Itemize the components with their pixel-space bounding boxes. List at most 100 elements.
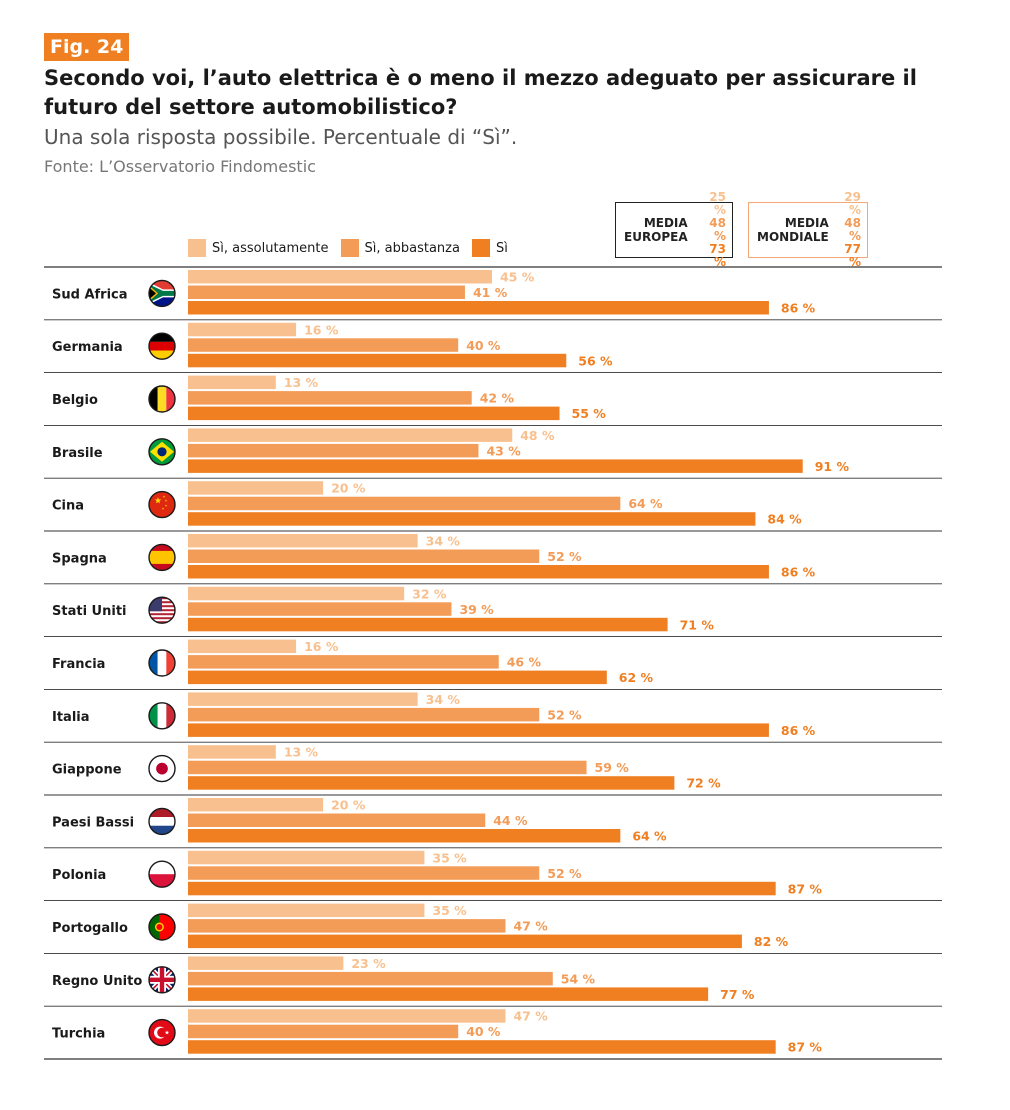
data-label: 91 % (815, 459, 850, 474)
legend-item-medium: Sì, abbastanza (340, 239, 460, 257)
data-label: 48 % (520, 428, 555, 443)
bar-medium (188, 813, 486, 827)
bar-dark (188, 512, 756, 526)
bar-light (188, 270, 492, 284)
bar-light (188, 639, 297, 654)
data-label: 43 % (486, 443, 521, 458)
legend-swatch-dark (471, 239, 490, 257)
bar-medium (188, 338, 459, 352)
data-label: 35 % (432, 850, 467, 865)
data-label: 86 % (781, 565, 816, 580)
data-label: 13 % (284, 745, 319, 760)
data-label: 64 % (628, 496, 663, 511)
bar-light (188, 692, 418, 706)
bar-light (188, 481, 324, 495)
country-label: Giappone (52, 763, 122, 778)
country-label: Portogallo (52, 921, 128, 936)
china-flag-icon (148, 490, 176, 519)
data-label: 23 % (351, 956, 386, 971)
data-label: 35 % (432, 903, 467, 918)
data-label: 54 % (561, 971, 596, 986)
europe-average-label: MEDIA EUROPEA (624, 216, 688, 244)
europe-average-values: 25 % 48 % 73 % (694, 191, 726, 269)
data-label: 39 % (459, 602, 494, 617)
bar-dark (188, 934, 742, 949)
data-label: 40 % (466, 338, 501, 353)
poland-flag-icon (148, 860, 176, 888)
uk-flag-icon (148, 966, 176, 994)
bar-light (188, 903, 425, 918)
data-label: 52 % (547, 549, 582, 564)
world-average-values: 29 % 48 % 77 % (835, 191, 861, 269)
country-label: Sud Africa (52, 287, 128, 302)
bar-dark (188, 353, 567, 368)
data-label: 20 % (331, 798, 366, 813)
turkey-flag-icon (148, 1018, 176, 1047)
bar-dark (188, 301, 769, 315)
bar-light (188, 798, 324, 812)
portugal-flag-icon (148, 913, 176, 941)
world-average-label-line1: MEDIA (784, 216, 829, 230)
legend-label-dark: Sì (495, 240, 508, 256)
europe-average-value-medium: 48 % (709, 216, 726, 243)
world-average-value-dark: 77 % (844, 242, 861, 269)
europe-average-box: MEDIA EUROPEA 25 % 48 % 73 % (615, 191, 733, 269)
data-label: 20 % (331, 481, 366, 496)
data-label: 84 % (767, 512, 802, 527)
data-label: 42 % (480, 391, 515, 406)
data-label: 87 % (788, 1040, 823, 1055)
spain-flag-icon (148, 543, 176, 572)
bar-light (188, 375, 276, 390)
bar-light (188, 428, 513, 442)
data-label: 13 % (284, 375, 319, 390)
bar-light (188, 1009, 506, 1023)
bar-dark (188, 723, 769, 737)
bar-dark (188, 670, 607, 685)
south-africa-flag-icon (148, 279, 176, 308)
bar-light (188, 586, 405, 601)
italy-flag-icon (148, 702, 176, 730)
data-label: 34 % (426, 534, 461, 549)
data-label: 71 % (680, 617, 715, 632)
germany-flag-icon (148, 332, 176, 360)
bar-light (188, 745, 276, 759)
country-label: Spagna (52, 551, 107, 566)
country-label: Germania (52, 340, 123, 355)
country-label: Regno Unito (52, 974, 142, 989)
europe-average-value-dark: 73 % (709, 242, 726, 269)
bar-medium (188, 602, 452, 616)
chart-title: Secondo voi, l’auto elettrica è o meno i… (44, 66, 917, 119)
data-label: 52 % (547, 866, 582, 881)
bar-medium (188, 760, 587, 775)
chart-subtitle: Una sola risposta possibile. Percentuale… (44, 125, 518, 149)
bar-dark (188, 565, 769, 579)
country-label: Stati Uniti (52, 604, 126, 619)
data-label: 16 % (304, 322, 339, 337)
data-label: 46 % (507, 655, 542, 670)
bar-dark (188, 459, 803, 473)
legend-label-medium: Sì, abbastanza (364, 240, 460, 256)
world-average-value-medium: 48 % (844, 216, 861, 243)
bar-dark (188, 1040, 776, 1054)
europe-average-label-line2: EUROPEA (624, 230, 688, 244)
belgium-flag-icon (148, 385, 176, 413)
bar-medium (188, 707, 540, 722)
japan-flag-icon (148, 754, 176, 783)
data-label: 87 % (788, 881, 823, 896)
country-label: Cina (52, 499, 84, 514)
bar-medium (188, 496, 621, 511)
data-label: 59 % (595, 760, 630, 775)
data-label: 47 % (513, 1009, 548, 1024)
country-label: Paesi Bassi (52, 815, 134, 830)
bar-light (188, 534, 418, 548)
bar-medium (188, 866, 540, 880)
data-label: 47 % (513, 919, 548, 934)
data-label: 86 % (781, 723, 816, 738)
data-label: 82 % (754, 934, 789, 949)
data-label: 55 % (572, 406, 607, 421)
data-label: 64 % (632, 829, 667, 844)
bar-medium (188, 919, 506, 933)
country-label: Brasile (52, 446, 103, 461)
figure-tag: Fig. 24 (44, 33, 130, 61)
